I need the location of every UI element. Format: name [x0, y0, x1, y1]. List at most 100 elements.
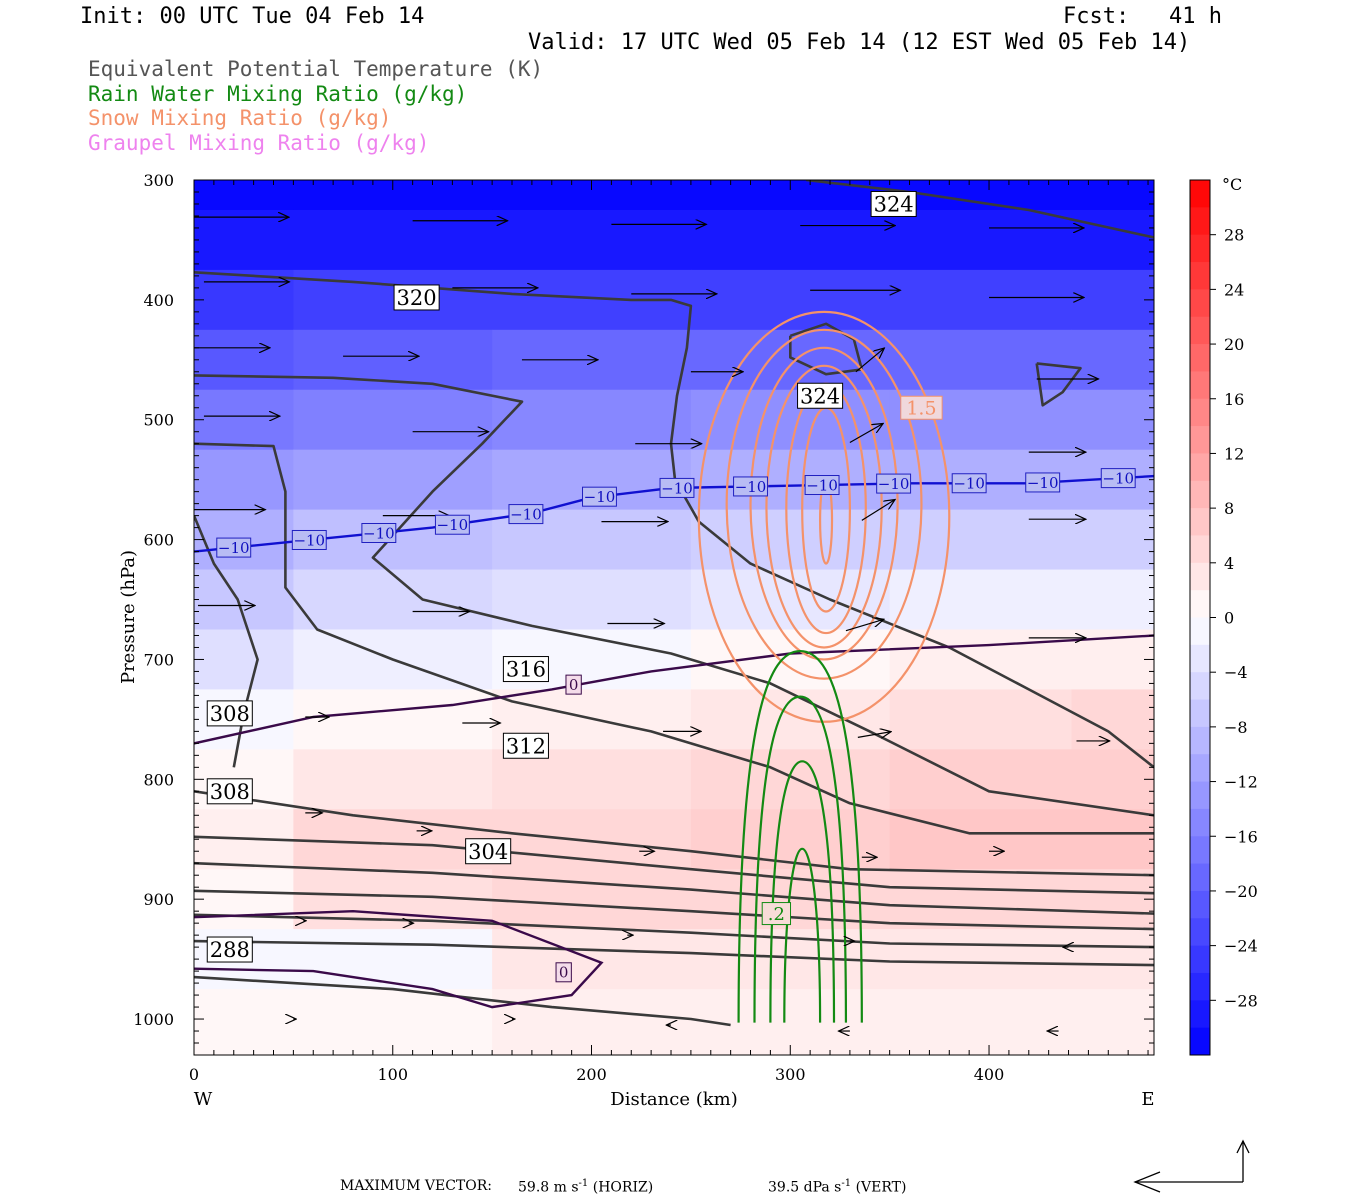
temperature-cell — [194, 989, 294, 1038]
isotherm-minus10-label-box — [733, 476, 768, 497]
field-label-rain: Rain Water Mixing Ratio (g/kg) — [88, 82, 468, 106]
reference-vector-icon — [1133, 1139, 1250, 1193]
temperature-cell — [690, 449, 891, 511]
colorbar-segment — [1190, 699, 1210, 728]
isotherm-minus10-label: −10 — [735, 478, 767, 496]
x-axis-title: Distance (km) — [610, 1089, 737, 1110]
colorbar-segment — [1190, 918, 1210, 947]
isotherm-minus10-label: −10 — [953, 475, 985, 493]
colorbar-segment — [1190, 371, 1210, 400]
temperature-cell — [889, 569, 1073, 631]
isotherm-minus10-label: −10 — [661, 479, 693, 497]
temperature-cell — [1071, 569, 1154, 631]
colorbar-tick-label: −28 — [1224, 991, 1258, 1010]
colorbar-segment — [1190, 808, 1210, 837]
isotherm-minus10-label-box — [361, 522, 397, 543]
colorbar-segment — [1190, 672, 1210, 701]
theta-e-label-box — [393, 284, 440, 311]
colorbar-tick-label: 8 — [1224, 499, 1234, 518]
colorbar-segment — [1190, 316, 1210, 345]
wind-vector — [845, 619, 884, 632]
isotherm-minus10-label: −10 — [363, 524, 395, 542]
y-tick-label: 900 — [143, 890, 174, 909]
theta-e-label-box — [502, 732, 549, 759]
colorbar-segment — [1190, 754, 1210, 783]
temperature-cell — [690, 989, 891, 1038]
temperature-cell — [690, 389, 891, 451]
colorbar-segment — [1190, 781, 1210, 810]
temperature-cell — [492, 209, 692, 271]
isotherm-minus10-label-box — [951, 473, 987, 494]
colorbar-tick-label: −24 — [1224, 937, 1258, 956]
colorbar-segment — [1190, 535, 1210, 564]
wind-vector — [861, 500, 895, 521]
temperature-cell — [293, 929, 493, 990]
isotherm-minus10-label: −10 — [293, 531, 325, 549]
temperature-cell — [492, 989, 692, 1038]
isotherm-minus10-label-box — [582, 486, 617, 507]
isotherm-minus10-label-box — [1025, 472, 1061, 493]
x-tick-label: 200 — [576, 1065, 607, 1084]
isotherm-minus10-label-box — [508, 504, 544, 525]
temperature-cell — [293, 809, 493, 870]
colorbar-segment — [1190, 590, 1210, 618]
theta-e-label: 308 — [210, 702, 250, 726]
colorbar-segment — [1190, 562, 1210, 591]
theta-e-label: 308 — [210, 780, 250, 804]
init-time: Init: 00 UTC Tue 04 Feb 14 — [80, 4, 425, 29]
isotherm-minus10-label: −10 — [1027, 474, 1059, 492]
temperature-cell — [889, 749, 1073, 810]
temperature-cell — [194, 329, 294, 391]
temperature-cell — [1071, 989, 1154, 1038]
theta-e-contour — [194, 975, 731, 1027]
theta-e-contour — [194, 913, 1154, 949]
theta-e-contour — [194, 889, 1154, 931]
temperature-cell — [889, 869, 1073, 930]
temperature-cell — [293, 449, 493, 511]
temperature-cell — [194, 180, 294, 211]
colorbar-segment — [1190, 617, 1210, 646]
valid-time: Valid: 17 UTC Wed 05 Feb 14 (12 EST Wed … — [528, 30, 1191, 55]
temperature-cell — [889, 329, 1073, 391]
snow-contour — [697, 310, 951, 723]
colorbar-segment — [1190, 234, 1210, 263]
theta-e-contour — [194, 835, 1154, 895]
colorbar-tick-label: −20 — [1224, 882, 1258, 901]
isotherm-minus10-label: −10 — [510, 505, 542, 523]
theta-e-label: 316 — [506, 658, 546, 682]
theta-e-contour — [194, 861, 1154, 915]
colorbar-tick-label: −12 — [1224, 773, 1258, 792]
temperature-cell — [889, 629, 1073, 691]
theta-e-label-box — [502, 656, 549, 683]
theta-e-label: 320 — [397, 286, 437, 310]
temperature-cell — [194, 1037, 294, 1055]
theta-e-label: 312 — [506, 734, 546, 758]
temperature-cell — [492, 749, 692, 810]
contour-labels: 324 320 324 316 312 308 308 304 288 −10 −10 −10 −10 −… — [206, 190, 1136, 983]
isotherm-zero-label-box — [565, 674, 582, 695]
temperature-cell — [690, 689, 891, 750]
colorbar-tick-label: 16 — [1224, 390, 1244, 409]
isotherm-minus10-label-box — [291, 529, 327, 550]
y-tick-label: 500 — [143, 411, 174, 430]
theta-e-contour — [194, 442, 1154, 835]
colorbar-segment — [1190, 863, 1210, 892]
isotherm-minus10-label: −10 — [437, 516, 469, 534]
temperature-cell — [889, 1037, 1073, 1055]
temperature-cell — [889, 689, 1073, 750]
temperature-cell — [1071, 209, 1154, 271]
wind-vector — [857, 732, 891, 738]
temperature-cell — [1071, 929, 1154, 990]
isotherm-zero-label: 0 — [559, 964, 569, 982]
temperature-cell — [293, 749, 493, 810]
colorbar: 28 24 20 16 12 8 4 0 −4 −8 −12 −16 −20 −24 −28 — [1189, 179, 1258, 1056]
snow-label: 1.5 — [906, 398, 936, 420]
x-tick-label: 300 — [775, 1065, 806, 1084]
temperature-cell — [889, 209, 1073, 271]
isotherm-minus10-label: −10 — [806, 476, 838, 494]
temperature-cell — [194, 209, 294, 271]
temperature-cell — [194, 869, 294, 930]
colorbar-segment — [1190, 972, 1210, 1001]
temperature-cell — [690, 209, 891, 271]
